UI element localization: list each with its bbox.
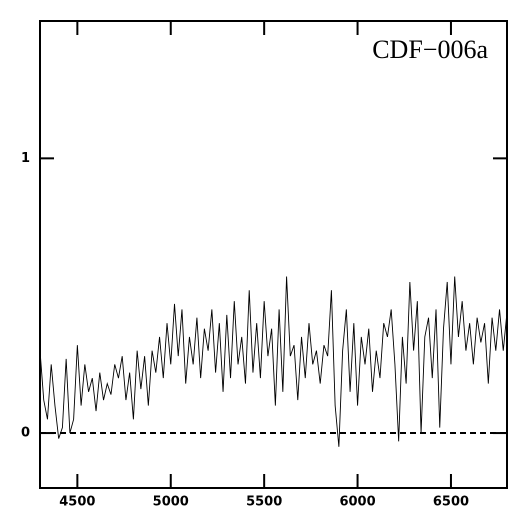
y-tick-label: 1 [21,151,30,166]
x-tick-label: 6000 [339,495,375,510]
y-tick-label: 0 [21,426,30,441]
x-tick-label: 6500 [433,495,469,510]
x-tick-label: 4500 [59,495,95,510]
x-tick-label: 5500 [246,495,282,510]
annotation: CDF−006a [372,35,488,64]
x-tick-label: 5000 [153,495,189,510]
plot-frame [39,20,508,489]
spectrum-line [39,276,508,447]
